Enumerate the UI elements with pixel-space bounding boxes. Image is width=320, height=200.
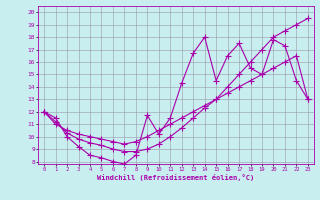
X-axis label: Windchill (Refroidissement éolien,°C): Windchill (Refroidissement éolien,°C) — [97, 174, 255, 181]
